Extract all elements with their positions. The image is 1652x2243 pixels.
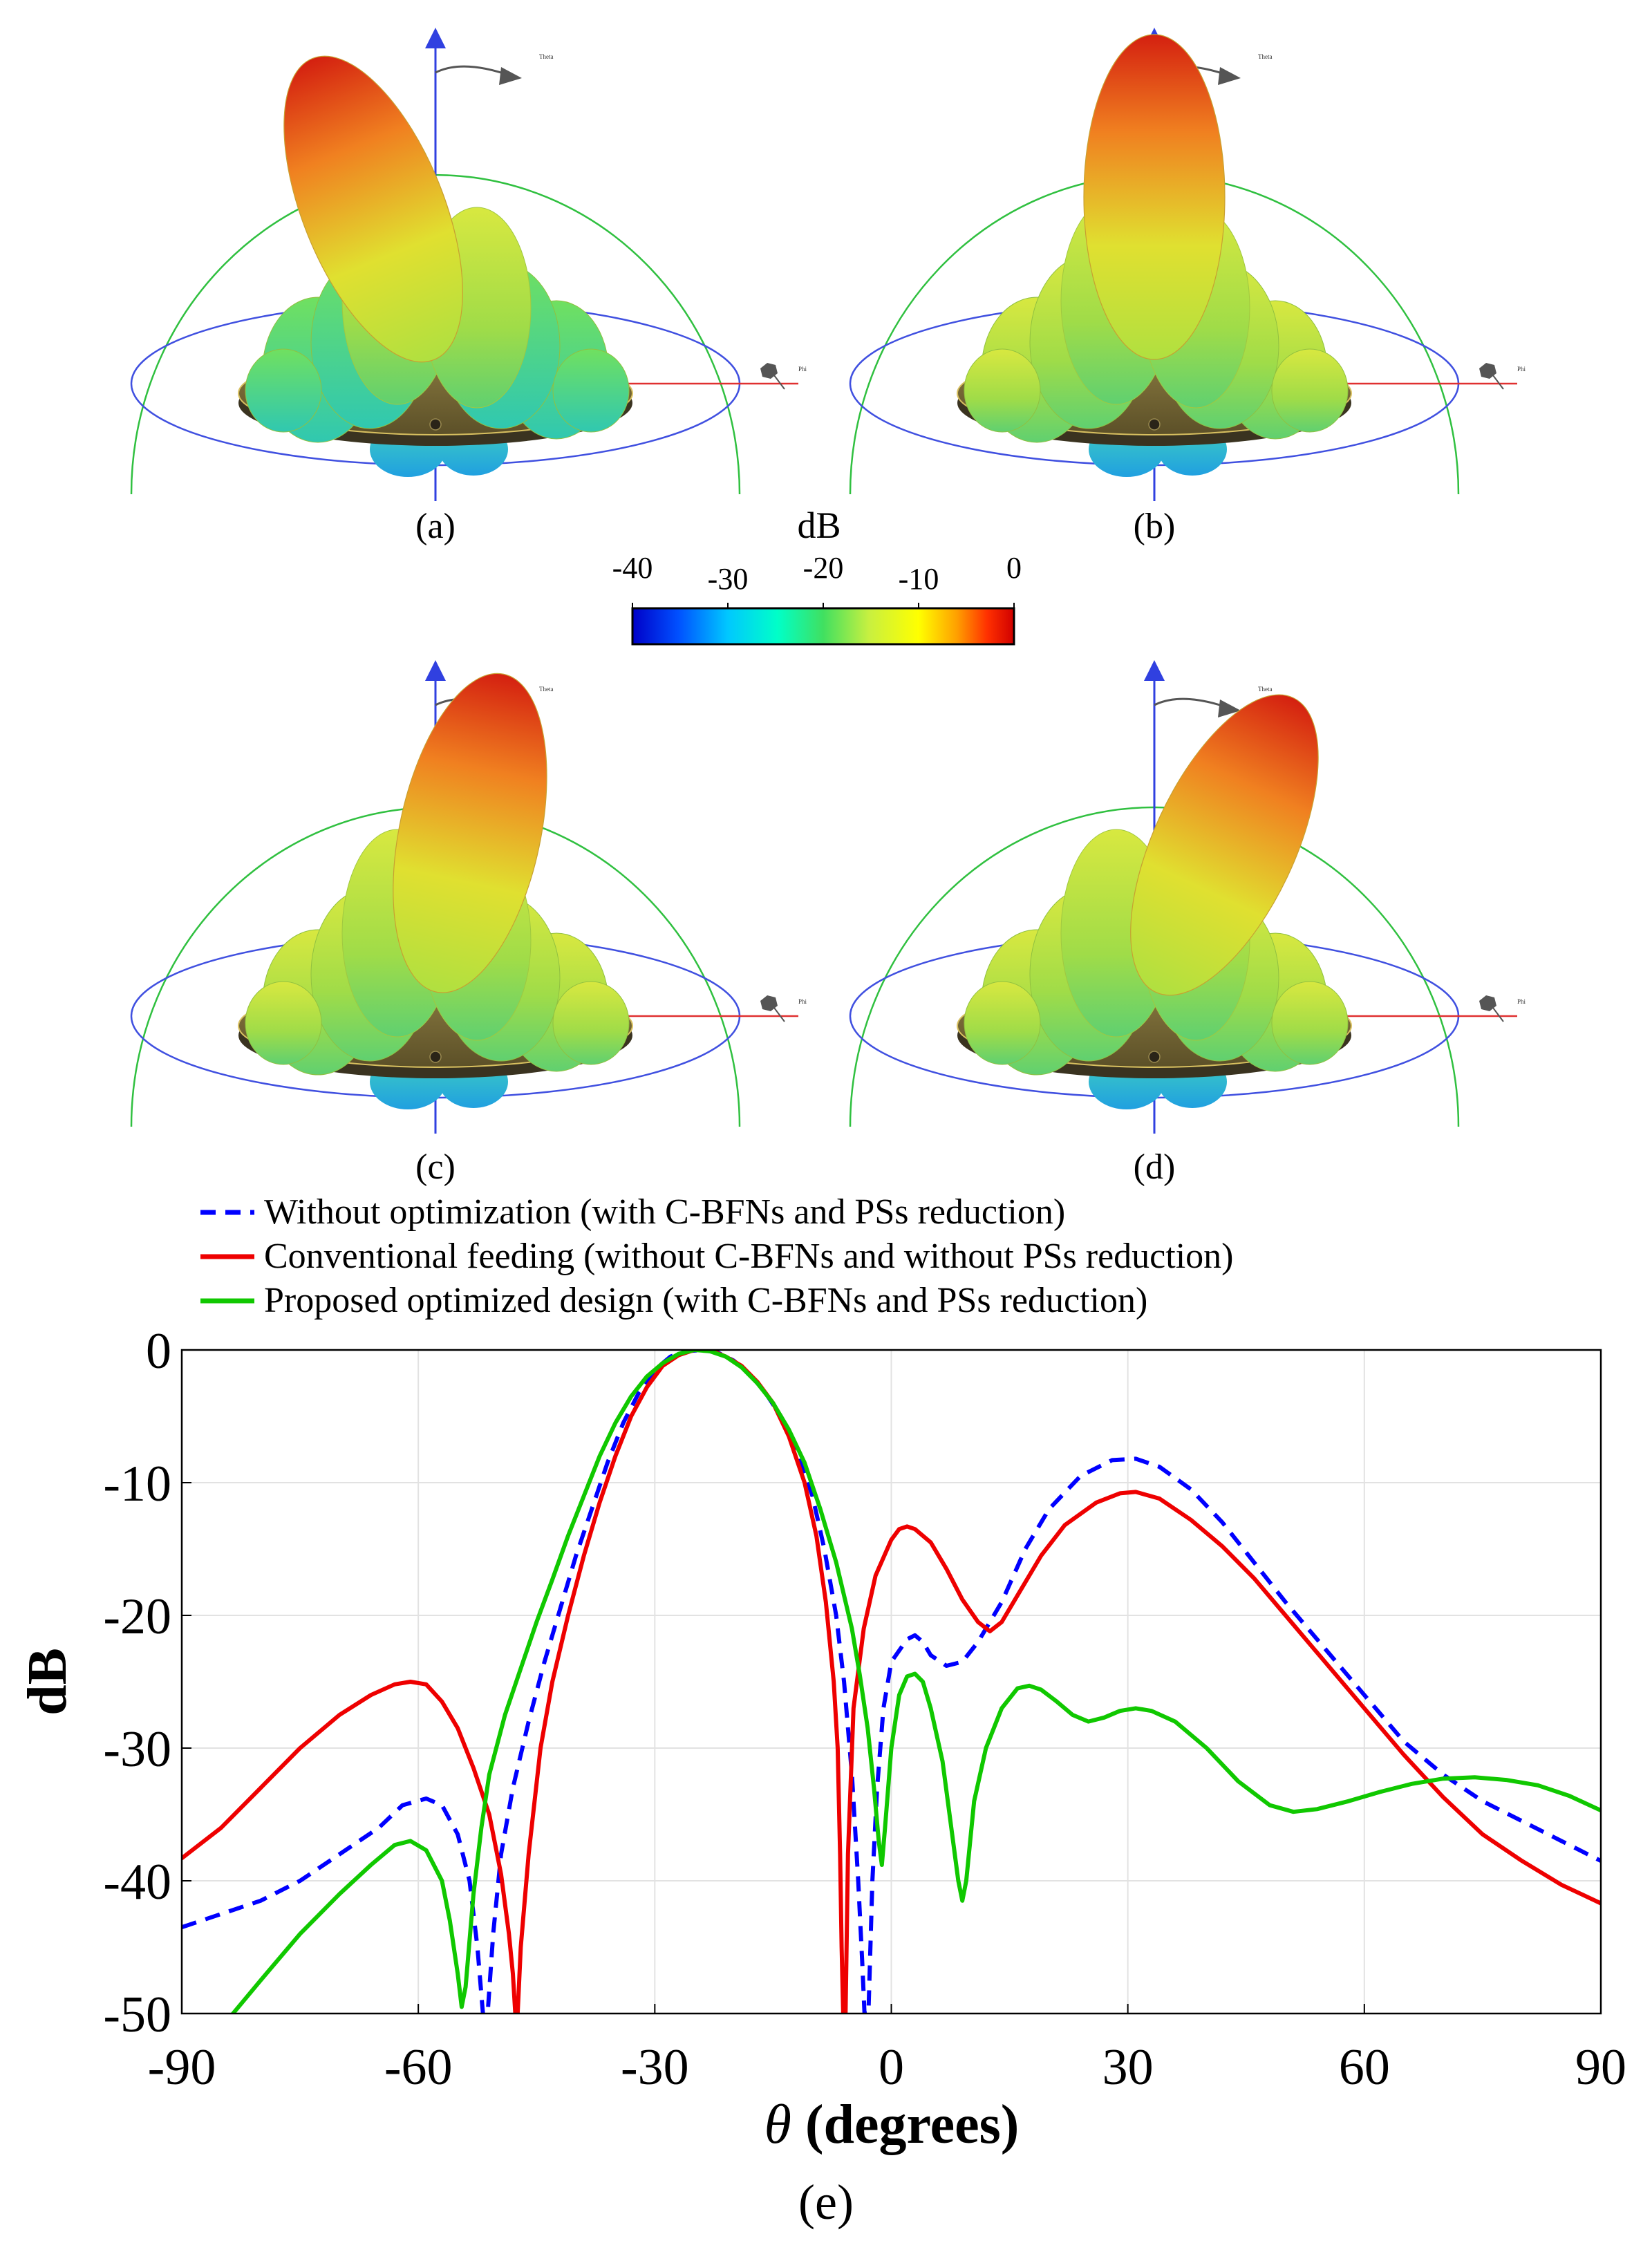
main-lobe-group xyxy=(1130,694,1319,996)
theta-axis-label: Theta xyxy=(539,686,554,693)
main-lobe xyxy=(283,55,463,363)
phi-marker-icon xyxy=(760,363,778,379)
x-axis-label-text: (degrees) xyxy=(791,2094,1020,2155)
main-lobe-group xyxy=(1083,34,1226,360)
feed-hole xyxy=(1148,1051,1161,1063)
phi-axis-label: Phi xyxy=(798,366,807,373)
x-axis-label-symbol: θ xyxy=(764,2094,791,2155)
main-lobe xyxy=(393,673,547,993)
series-line-3 xyxy=(231,1350,1601,2014)
x-tick-label: 90 xyxy=(1575,2039,1626,2096)
colorbar-bar xyxy=(631,607,1015,646)
colorbar-tick-label: -40 xyxy=(612,551,653,585)
phi-axis-label: Phi xyxy=(1517,366,1526,373)
main-lobe xyxy=(1130,694,1319,996)
side-lobe xyxy=(245,981,322,1065)
pattern-cut-chart: Without optimization (with C-BFNs and PS… xyxy=(17,1192,1626,2230)
feed-hole xyxy=(429,418,442,431)
phi-marker-stem xyxy=(1492,1007,1504,1022)
theta-axis-label: Theta xyxy=(1258,53,1273,60)
phi-marker-icon xyxy=(1479,363,1496,379)
x-tick-label: 60 xyxy=(1339,2039,1390,2096)
colorbar-tick-label: -20 xyxy=(803,551,844,585)
panel-label-c: (c) xyxy=(415,1147,456,1187)
y-axis-label: dB xyxy=(17,1648,78,1716)
theta-axis-label: Theta xyxy=(1258,686,1273,693)
main-lobe-group xyxy=(393,673,547,993)
x-axis-label: θ (degrees) xyxy=(764,2094,1020,2155)
panel-label-d: (d) xyxy=(1134,1147,1176,1187)
colorbar-ticks: -40 -30 -20 -10 0 xyxy=(612,551,1022,608)
side-lobe xyxy=(1271,981,1349,1065)
x-tick-label: -30 xyxy=(621,2039,689,2096)
colorbar-tick-label: -10 xyxy=(899,562,939,596)
series-line-2 xyxy=(182,1350,1601,2014)
x-tick-label: -90 xyxy=(148,2039,216,2096)
y-tick-label: -20 xyxy=(103,1588,171,1645)
colorbar-title: dB xyxy=(797,505,841,546)
y-tick-labels: 0 -10 -20 -30 -40 -50 xyxy=(103,1323,191,2043)
side-lobe xyxy=(245,348,322,433)
colorbar: dB -40 -30 -20 -10 0 xyxy=(612,505,1022,646)
y-tick-label: -50 xyxy=(103,1987,171,2043)
pattern-panel-c: Theta Phi (c) xyxy=(130,660,807,1187)
colorbar-tick-label: 0 xyxy=(1006,551,1022,585)
x-tick-label: 0 xyxy=(879,2039,904,2096)
legend-label-1: Without optimization (with C-BFNs and PS… xyxy=(264,1192,1065,1232)
plot-series xyxy=(182,1350,1601,2014)
theta-arrowhead xyxy=(1218,700,1241,717)
x-tick-label: 30 xyxy=(1102,2039,1154,2096)
side-lobe xyxy=(964,348,1041,433)
legend-label-3: Proposed optimized design (with C-BFNs a… xyxy=(264,1281,1147,1320)
phi-marker-icon xyxy=(760,995,778,1011)
y-tick-label: 0 xyxy=(146,1323,171,1380)
radiation-pattern-panels: Theta Phi (a) Theta Phi (b) Theta Phi (c) Theta Ph… xyxy=(130,28,1526,1187)
theta-rotation-arrow xyxy=(1154,697,1231,710)
phi-marker-stem xyxy=(773,375,785,390)
phi-axis-label: Phi xyxy=(798,998,807,1005)
feed-hole xyxy=(429,1051,442,1063)
phi-marker-stem xyxy=(773,1007,785,1022)
feed-hole xyxy=(1148,418,1161,431)
panel-label-b: (b) xyxy=(1134,507,1176,546)
phi-axis-label: Phi xyxy=(1517,998,1526,1005)
pattern-panel-b: Theta Phi (b) xyxy=(849,28,1526,546)
panel-label-a: (a) xyxy=(415,507,456,546)
y-tick-label: -30 xyxy=(103,1721,171,1778)
theta-arrowhead xyxy=(499,67,522,85)
side-lobe xyxy=(552,348,630,433)
x-tick-labels: -90 -60 -30 0 30 60 90 xyxy=(148,2004,1626,2096)
y-tick-label: -40 xyxy=(103,1854,171,1911)
side-lobe xyxy=(1271,348,1349,433)
pattern-panel-a: Theta Phi (a) xyxy=(130,28,807,546)
series-line-1 xyxy=(182,1350,1601,2014)
phi-marker-icon xyxy=(1479,995,1496,1011)
side-lobe xyxy=(964,981,1041,1065)
y-tick-label: -10 xyxy=(103,1456,171,1512)
colorbar-tick-label: -30 xyxy=(708,562,749,596)
theta-rotation-arrow xyxy=(435,65,512,77)
legend-label-2: Conventional feeding (without C-BFNs and… xyxy=(264,1237,1233,1276)
theta-arrowhead xyxy=(1218,67,1241,85)
main-lobe xyxy=(1083,34,1226,360)
side-lobe xyxy=(552,981,630,1065)
main-lobe-group xyxy=(283,55,463,363)
chart-legend: Without optimization (with C-BFNs and PS… xyxy=(200,1192,1233,1320)
theta-axis-label: Theta xyxy=(539,53,554,60)
chart-panel-label: (e) xyxy=(798,2175,854,2230)
phi-marker-stem xyxy=(1492,375,1504,390)
x-tick-label: -60 xyxy=(384,2039,453,2096)
pattern-panel-d: Theta Phi (d) xyxy=(849,660,1526,1187)
